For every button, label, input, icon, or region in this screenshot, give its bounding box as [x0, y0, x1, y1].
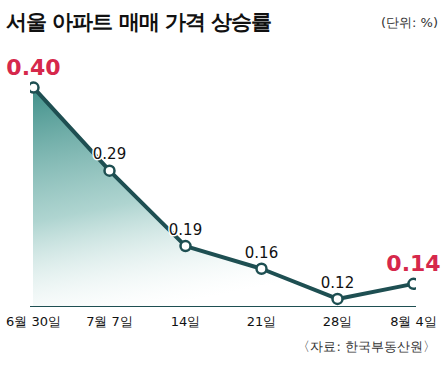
svg-text:7월 7일: 7월 7일: [86, 314, 133, 329]
svg-text:0.19: 0.19: [169, 221, 202, 239]
svg-text:0.40: 0.40: [6, 55, 60, 80]
svg-text:14일: 14일: [171, 314, 201, 329]
html-text:서울 아파트 매매 가격 상승률: 서울 아파트 매매 가격 상승률: [6, 10, 272, 34]
svg-text:0.12: 0.12: [321, 274, 354, 292]
svg-text:0.29: 0.29: [93, 145, 126, 163]
svg-text:0.14: 0.14: [386, 251, 440, 276]
svg-text:8월 4일: 8월 4일: [390, 314, 437, 329]
svg-text:28일: 28일: [323, 314, 353, 329]
svg-text:0.16: 0.16: [245, 244, 278, 262]
html-text:〈자료: 한국부동산원〉: 〈자료: 한국부동산원〉: [297, 339, 436, 354]
html-text:(단위: %): (단위: %): [381, 15, 438, 30]
svg-text:6월 30일: 6월 30일: [6, 314, 61, 329]
svg-text:21일: 21일: [247, 314, 277, 329]
